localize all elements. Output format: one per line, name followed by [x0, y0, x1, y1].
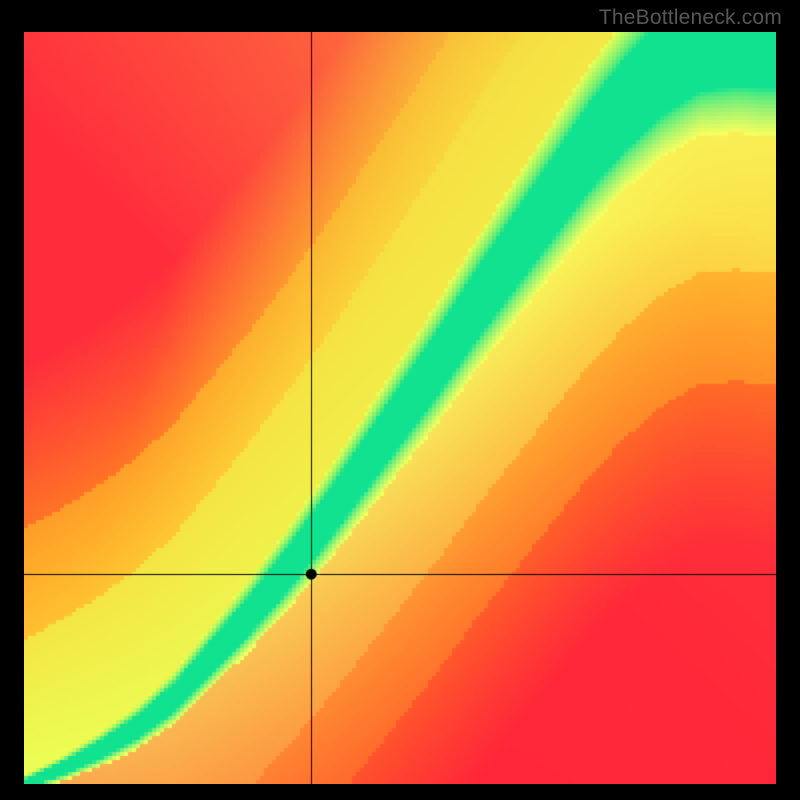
- watermark-text: TheBottleneck.com: [599, 6, 782, 30]
- heatmap-plot: [24, 32, 776, 784]
- heatmap-canvas: [24, 32, 776, 784]
